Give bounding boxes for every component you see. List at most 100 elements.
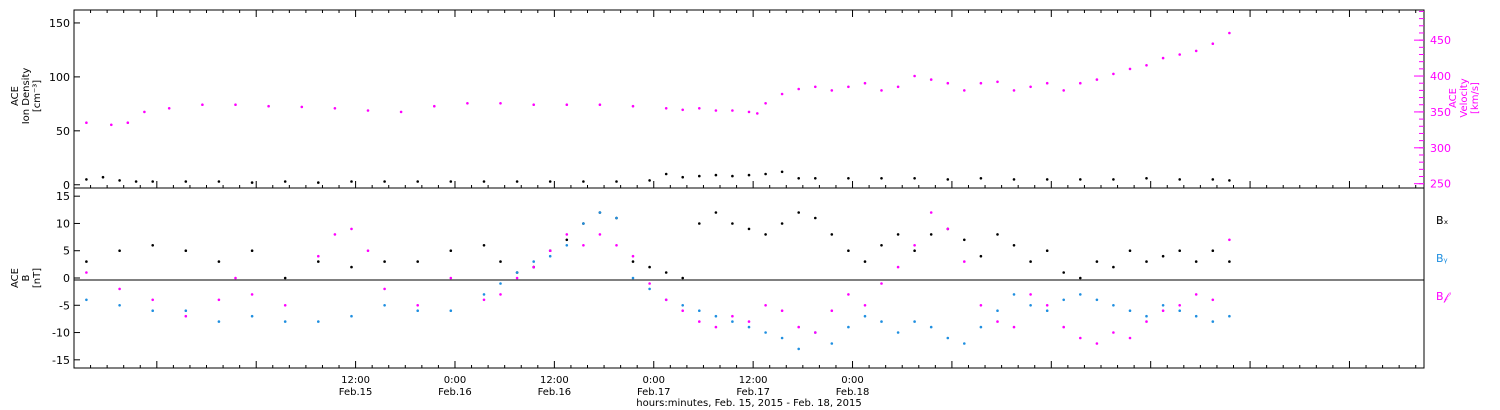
top-series-0-point-10 [350,180,353,183]
top-right-tick-label-4: 450 [1430,34,1451,47]
top-series-1-point-48 [1128,67,1132,71]
bottom-series-1-point-27 [731,320,734,323]
top-series-0-point-6 [217,180,221,183]
top-series-1-point-5 [201,103,204,106]
bottom-series-2-point-50 [1062,325,1065,329]
bottom-series-1-point-57 [1228,314,1231,318]
bottom-series-1-point-52 [1145,314,1148,318]
top-series-1-point-10 [366,109,370,112]
bottom-series-2-point-2 [151,298,154,302]
top-series-0-point-5 [184,180,188,183]
bottom-series-2-point-17 [515,276,519,280]
bottom-series-2-point-53 [1112,331,1115,334]
top-series-1-point-43 [1045,81,1049,85]
top-series-1-point-13 [466,102,469,105]
bottom-series-1-point-29 [764,331,767,334]
top-series-0-point-13 [449,180,453,183]
bottom-series-2-point-45 [979,304,983,307]
x-tick-day-label-0: Feb.15 [339,387,373,398]
bottom-series-2-point-36 [830,309,834,313]
top-series-1-point-39 [979,81,983,85]
bottom-series-0-point-51 [1128,249,1132,252]
bottom-series-1-point-6 [283,320,287,323]
top-series-1-point-0 [85,121,88,124]
x-axis-title: hours:minutes, Feb. 15, 2015 - Feb. 18, … [636,398,861,409]
bottom-series-2-point-55 [1145,320,1148,323]
top-left-ylabel-line2: Ion Density [21,68,32,125]
bottom-series-2-point-27 [681,309,684,313]
bottom-series-2-point-24 [631,254,635,258]
bottom-series-0-point-35 [863,260,867,263]
bottom-series-2-point-42 [929,211,933,214]
bottom-series-1-point-46 [1045,309,1049,313]
bottom-series-2-point-9 [333,233,337,236]
bottom-series-2-point-39 [880,282,883,285]
bottom-series-2-point-56 [1161,309,1165,313]
bottom-series-0-point-56 [1211,249,1215,252]
bottom-series-2-point-11 [366,249,370,252]
bottom-series-1-point-1 [118,304,121,307]
top-series-0-point-41 [1211,178,1215,181]
bottom-series-1-point-36 [880,320,883,323]
bottom-series-0-point-31 [797,211,800,214]
bottom-series-2-point-10 [350,227,353,231]
bottom-series-1-point-38 [913,320,916,323]
bottom-series-2-point-5 [234,276,237,280]
top-series-0-point-1 [101,175,105,179]
data-points [85,31,1231,351]
bottom-series-1-point-39 [929,325,933,329]
bottom-series-0-point-46 [1045,249,1049,252]
bottom-series-2-point-57 [1178,304,1181,307]
top-series-1-point-51 [1178,53,1181,56]
top-left-ylabel-line3: [cm⁻³] [32,80,43,112]
bottom-series-2-point-28 [698,320,701,323]
bottom-series-0-point-29 [764,233,767,236]
bottom-series-2-point-12 [383,287,386,291]
bottom-series-1-point-20 [615,216,618,220]
top-series-1-point-6 [234,103,237,106]
top-series-1-point-34 [896,85,900,89]
bottom-series-1-point-42 [979,325,983,329]
top-series-1-point-1 [110,123,113,127]
top-right-tick-label-3: 400 [1430,70,1451,83]
top-series-1-point-46 [1095,78,1099,81]
top-right-ylabel-line1: ACE [1448,88,1459,108]
bottom-series-0-point-26 [714,211,718,214]
bottom-series-1-point-44 [1012,293,1016,296]
top-right-ylabel-line3: [km/s] [1470,82,1481,114]
top-series-1-point-21 [698,107,701,110]
top-series-1-point-47 [1112,72,1115,76]
bottom-series-2-point-3 [184,314,188,318]
bottom-series-1-point-7 [317,320,320,323]
bottom-series-1-point-14 [515,271,519,274]
bottom-series-1-point-0 [85,298,88,302]
bottom-series-0-point-47 [1062,271,1065,274]
bottom-series-1-point-9 [383,304,386,307]
bottom-series-0-point-37 [896,233,900,236]
bottom-series-2-point-7 [283,304,287,307]
top-series-1-point-26 [764,102,767,105]
top-series-0-point-25 [747,173,751,177]
top-series-0-point-8 [283,180,287,183]
top-series-1-point-3 [143,110,146,114]
bottom-series-2-point-31 [747,320,751,323]
bottom-series-1-point-15 [532,260,535,263]
bottom-series-2-point-51 [1079,336,1082,340]
bottom-series-0-point-13 [499,260,502,263]
bottom-series-1-point-12 [482,293,486,296]
axis-ticks: 0 50 100 150 250 300 350 400 450 -15 -10 -5 0 5 10 15 12… [49,10,1451,398]
bottom-series-0-point-48 [1079,276,1082,280]
top-series-1-point-35 [913,74,916,78]
top-left-ylabel: ACE Ion Density [cm⁻³] [10,68,43,125]
bottom-series-0-point-38 [913,249,916,252]
bottom-series-1-point-48 [1079,293,1082,296]
bottom-series-1-point-56 [1211,320,1215,323]
bottom-series-0-point-7 [317,260,320,263]
bottom-series-1-point-26 [714,314,718,318]
bottom-series-1-point-3 [184,309,188,313]
top-series-1-point-37 [946,81,950,85]
bottom-left-tick-label-6: 15 [56,190,70,203]
top-series-0-point-26 [764,172,767,176]
top-series-1-point-14 [499,102,502,105]
